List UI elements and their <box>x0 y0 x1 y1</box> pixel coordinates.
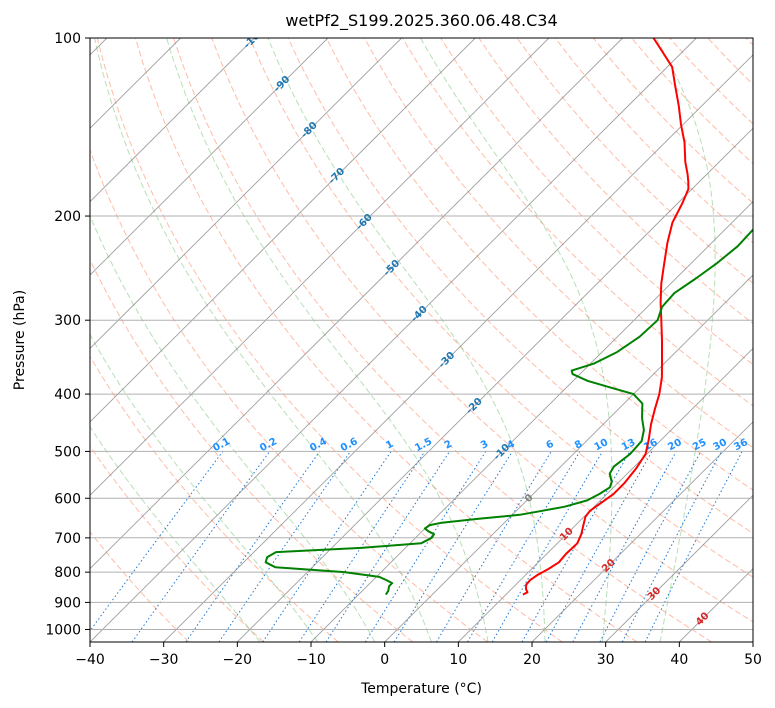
y-tick-label: 900 <box>54 595 81 611</box>
y-tick-label: 100 <box>54 31 81 47</box>
plot-frame <box>89 37 754 643</box>
y-tick-label: 800 <box>54 565 81 581</box>
x-tick-label: −40 <box>75 652 105 668</box>
mixing-ratio-label: 8 <box>573 439 584 452</box>
y-tick-label: 1000 <box>45 622 81 638</box>
plot-background <box>90 38 753 642</box>
dewpoint-profile-line <box>264 228 753 596</box>
x-tick-label: −20 <box>223 652 253 668</box>
x-tick-label: 20 <box>523 652 541 668</box>
y-tick-label: 200 <box>54 209 81 225</box>
y-tick-label: 300 <box>54 313 81 329</box>
dry-adiabat-130 <box>516 38 753 284</box>
moist-adiabat-4 <box>94 38 432 642</box>
x-tick-label: −30 <box>149 652 179 668</box>
isotherm--60 <box>90 38 550 496</box>
mixing-ratio-line-16 <box>545 451 653 642</box>
isotherm-20 <box>531 421 753 642</box>
y-axis-ticks: 100 200 300 400 500 600 700 800 900 1000 <box>45 31 90 638</box>
isotherm--100 <box>90 38 255 203</box>
mixing-ratio-label: 1 <box>384 439 395 452</box>
dry-adiabat-20 <box>96 38 563 642</box>
mixing-ratio-label: 6 <box>544 439 555 452</box>
y-axis-label: Pressure (hPa) <box>12 290 28 390</box>
mixing-ratio-line-1.5 <box>298 451 426 642</box>
dry-adiabat--30 <box>90 531 190 642</box>
mixing-ratio-line-2 <box>325 451 451 642</box>
isotherm--80 <box>90 38 402 350</box>
dry-adiabat-110 <box>440 38 753 366</box>
x-axis-label: Temperature (°C) <box>360 681 482 697</box>
temperature-profile-line <box>522 38 690 596</box>
isotherm-10 <box>457 347 753 642</box>
mixing-ratio-line-20 <box>572 451 677 642</box>
x-tick-label: 10 <box>449 652 467 668</box>
dry-adiabat-50 <box>211 38 753 623</box>
dry-adiabat-100 <box>402 38 753 407</box>
isotherm--30 <box>163 54 753 642</box>
isotherm--70 <box>90 38 476 423</box>
mixing-ratio-line-0.4 <box>185 451 321 642</box>
isotherm--90 <box>90 38 329 276</box>
moist-adiabat-36 <box>655 38 716 642</box>
dry-adiabat-10 <box>90 148 488 642</box>
mixing-ratio-line-1 <box>262 451 392 642</box>
dry-adiabat--10 <box>90 355 339 642</box>
x-axis-ticks: −40 −30 −20 −10 0 10 20 30 40 50 <box>75 642 762 668</box>
dry-adiabat-40 <box>173 38 712 642</box>
y-tick-label: 400 <box>54 387 81 403</box>
profile-series <box>264 38 753 596</box>
y-tick-label: 600 <box>54 491 81 507</box>
isotherm-0 <box>384 274 753 642</box>
x-tick-label: 50 <box>744 652 762 668</box>
mixing-ratio-line-0.1 <box>90 451 224 632</box>
mixing-ratio-line-13 <box>521 451 631 642</box>
x-tick-label: 0 <box>380 652 389 668</box>
moist-adiabat--20 <box>90 426 261 642</box>
isotherm-30 <box>605 494 753 642</box>
moist-adiabat--4 <box>90 214 376 642</box>
mixing-ratio-line-0.6 <box>218 451 351 642</box>
x-tick-label: −10 <box>296 652 326 668</box>
isotherm--40 <box>90 38 697 642</box>
x-tick-label: 40 <box>670 652 688 668</box>
isotherm--10 <box>310 201 753 642</box>
isotherm--20 <box>236 127 753 642</box>
mixing-ratio-label: 3 <box>479 439 490 452</box>
moist-adiabat-12 <box>166 38 489 642</box>
mixing-ratio-line-0.2 <box>131 451 271 642</box>
background-lines <box>90 38 753 642</box>
dry-adiabat--20 <box>90 445 264 642</box>
moist-adiabat-20 <box>267 38 546 642</box>
mixing-ratio-label: 2 <box>443 439 454 452</box>
dry-adiabat-80 <box>325 38 753 491</box>
mixing-ratio-labels: 0.1 0.2 0.4 0.6 1 1.5 2 3 4 6 8 10 13 16 20 25 30 36 <box>211 436 750 454</box>
chart-title: wetPf2_S199.2025.360.06.48.C34 <box>285 11 557 31</box>
dry-adiabat-60 <box>249 38 753 578</box>
y-tick-label: 500 <box>54 444 81 460</box>
y-tick-label: 700 <box>54 531 81 547</box>
x-tick-label: 30 <box>597 652 615 668</box>
moist-adiabat-28 <box>420 38 613 642</box>
mixing-ratio-line-4 <box>393 451 513 642</box>
moist-adiabat--12 <box>90 333 319 642</box>
mixing-ratio-label: 4 <box>506 439 517 452</box>
mixing-ratio-line-36 <box>644 451 743 642</box>
isotherm--50 <box>90 38 623 570</box>
